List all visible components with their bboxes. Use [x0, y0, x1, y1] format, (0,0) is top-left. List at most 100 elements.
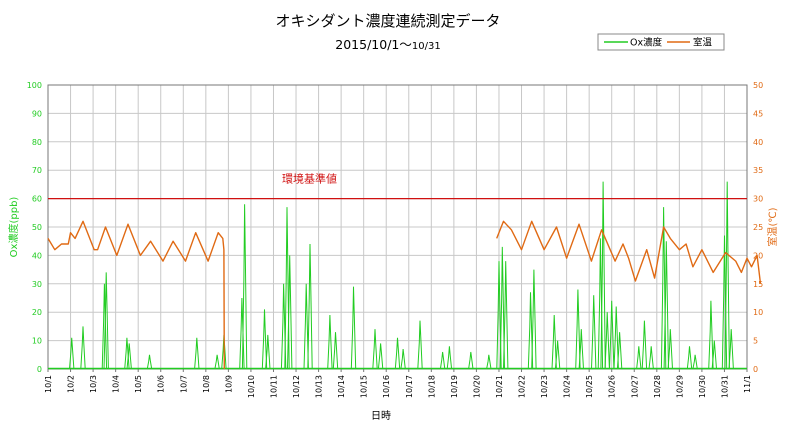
- y-tick-left: 90: [32, 109, 42, 118]
- x-tick-label: 10/10: [247, 375, 256, 398]
- ox-peak: [660, 207, 667, 370]
- x-axis-ticks: 10/1 10/2 10/3 10/4 10/5 10/6 10/7 10/8 10/9 10/1…: [44, 369, 752, 398]
- ox-peak: [394, 337, 401, 370]
- x-tick-label: 10/11: [269, 375, 278, 398]
- ox-peak: [303, 283, 309, 370]
- x-tick-label: 10/17: [405, 375, 414, 398]
- y-tick-right: 40: [753, 138, 763, 147]
- reference: 環境基準値: [48, 172, 747, 200]
- legend-box: [597, 33, 725, 51]
- ox-peak: [80, 326, 86, 370]
- ox-peak: [69, 337, 75, 370]
- y-tick-right: 35: [753, 166, 763, 175]
- y-tick-left: 10: [32, 337, 42, 346]
- chart-title: オキシダント濃度連続測定データ: [275, 12, 500, 30]
- x-tick-label: 10/9: [224, 375, 233, 393]
- y-tick-left: 50: [32, 223, 42, 232]
- x-axis-label: 日時: [371, 410, 391, 422]
- x-tick-label: 10/5: [134, 375, 143, 393]
- ox-peak: [600, 181, 606, 370]
- ox-peak: [265, 334, 271, 370]
- legend: Ox濃度 室温: [597, 33, 725, 51]
- ox-peak: [468, 351, 474, 370]
- ox-peak: [350, 286, 357, 370]
- y-tick-left: 70: [32, 166, 42, 175]
- x-tick-label: 10/18: [427, 375, 436, 398]
- x-tick-label: 10/21: [495, 375, 504, 398]
- x-tick-label: 10/31: [720, 375, 729, 398]
- y-tick-right: 50: [753, 81, 763, 90]
- ox-peak: [332, 332, 339, 370]
- y-tick-left: 20: [32, 308, 42, 317]
- y-tick-left: 60: [32, 195, 42, 204]
- ox-peak: [377, 343, 384, 370]
- x-tick-label: 10/7: [179, 375, 188, 393]
- ox-peak: [609, 300, 615, 370]
- y-tick-right: 30: [753, 195, 763, 204]
- ox-peak: [711, 340, 717, 370]
- chart-subtitle: 2015/10/1～10/31: [335, 37, 440, 52]
- y-tick-right: 25: [753, 223, 763, 232]
- ox-peak: [284, 207, 290, 370]
- x-tick-label: 11/1: [743, 375, 752, 393]
- x-tick-label: 10/12: [292, 375, 301, 398]
- y-tick-left: 80: [32, 138, 42, 147]
- ox-peak: [554, 340, 561, 370]
- x-tick-label: 10/3: [89, 375, 98, 393]
- subtitle-end: 10/31: [412, 41, 441, 52]
- ox-peak: [439, 351, 446, 370]
- ox-peak: [648, 346, 654, 370]
- ox-peak: [551, 314, 557, 370]
- ox-peak: [486, 354, 492, 370]
- ox-peak: [287, 255, 293, 370]
- ox-peak: [400, 349, 406, 370]
- temp-line: [47, 220, 225, 370]
- ox-peak: [101, 283, 108, 370]
- y-tick-right: 45: [753, 109, 763, 118]
- ox-series: [48, 181, 747, 370]
- x-tick-label: 10/4: [112, 375, 121, 393]
- temp-line: [496, 220, 762, 284]
- x-tick-label: 10/22: [518, 375, 527, 398]
- x-tick-label: 10/27: [630, 375, 639, 398]
- ox-peak: [446, 346, 453, 370]
- y-tick-right: 5: [753, 337, 758, 346]
- x-tick-label: 10/30: [698, 375, 707, 398]
- x-tick-label: 10/14: [337, 375, 346, 398]
- ox-peak: [496, 261, 502, 370]
- ox-peak: [126, 343, 132, 370]
- ox-peak: [503, 261, 509, 370]
- x-tick-label: 10/26: [608, 375, 617, 398]
- ox-peak: [261, 309, 268, 370]
- x-tick-label: 10/13: [315, 375, 324, 398]
- y-axis-left-label: Ox濃度(ppb): [7, 197, 20, 258]
- ox-peak: [372, 329, 378, 370]
- ox-peak: [575, 289, 581, 370]
- legend-temp-label: 室温: [693, 37, 713, 49]
- ox-peak: [616, 332, 623, 370]
- ox-peak: [499, 246, 505, 370]
- ox-peak: [604, 312, 610, 370]
- y-tick-left: 40: [32, 251, 42, 260]
- y-tick-right: 10: [753, 308, 763, 317]
- legend-ox-label: Ox濃度: [630, 37, 663, 49]
- ox-peak: [708, 300, 714, 370]
- x-tick-label: 10/24: [563, 375, 572, 398]
- subtitle-main: 2015/10/1～: [335, 37, 412, 52]
- x-tick-label: 10/23: [540, 375, 549, 398]
- y-tick-right: 0: [753, 365, 758, 374]
- ox-peak: [686, 346, 693, 370]
- y-tick-right: 15: [753, 280, 763, 289]
- x-tick-label: 10/29: [675, 375, 684, 398]
- ox-peak: [692, 354, 698, 370]
- x-tick-label: 10/19: [450, 375, 459, 398]
- ox-peak: [591, 295, 597, 370]
- ox-peak: [667, 329, 673, 370]
- grid: [48, 85, 747, 369]
- ox-peak: [531, 269, 537, 370]
- ox-peak: [641, 320, 648, 370]
- ox-peak: [636, 346, 642, 370]
- x-tick-label: 10/6: [157, 375, 166, 393]
- y-tick-left: 100: [27, 81, 42, 90]
